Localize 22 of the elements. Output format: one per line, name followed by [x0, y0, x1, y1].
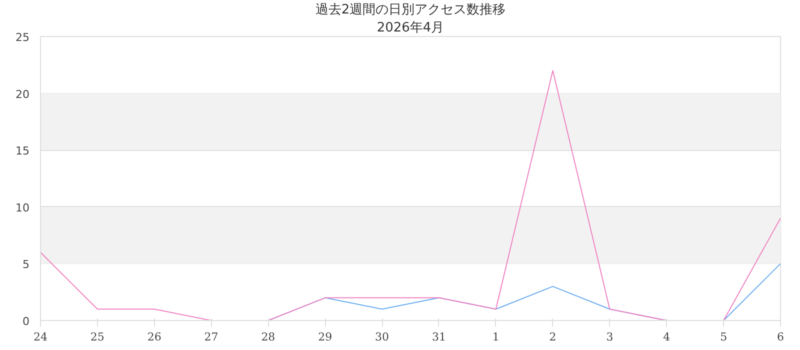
x-tick-label: 6 — [777, 330, 784, 344]
y-tick-label: 25 — [16, 31, 30, 44]
y-tick-label: 5 — [22, 258, 30, 272]
x-tick-label: 3 — [606, 330, 614, 344]
x-tick-label: 1 — [492, 330, 500, 344]
x-tick-label: 25 — [90, 330, 104, 344]
x-tick-label: 27 — [204, 330, 218, 344]
x-tick-label: 31 — [432, 330, 446, 344]
x-tick-label: 28 — [261, 330, 276, 344]
x-tick-label: 26 — [147, 330, 162, 344]
x-tick-label: 4 — [663, 330, 670, 344]
x-tick-label: 2 — [549, 330, 556, 344]
x-tick-label: 5 — [720, 330, 728, 344]
x-tick-label: 24 — [34, 330, 48, 344]
y-tick-label: 0 — [22, 315, 30, 328]
y-tick-label: 15 — [16, 144, 30, 158]
y-tick-label: 10 — [16, 201, 30, 214]
y-tick-label: 20 — [16, 88, 30, 101]
x-tick-label: 30 — [375, 330, 390, 344]
chart-title: 過去2週間の日別アクセス数推移 — [315, 2, 506, 18]
x-tick-label: 29 — [318, 330, 332, 344]
chart-subtitle: 2026年4月 — [376, 20, 444, 36]
